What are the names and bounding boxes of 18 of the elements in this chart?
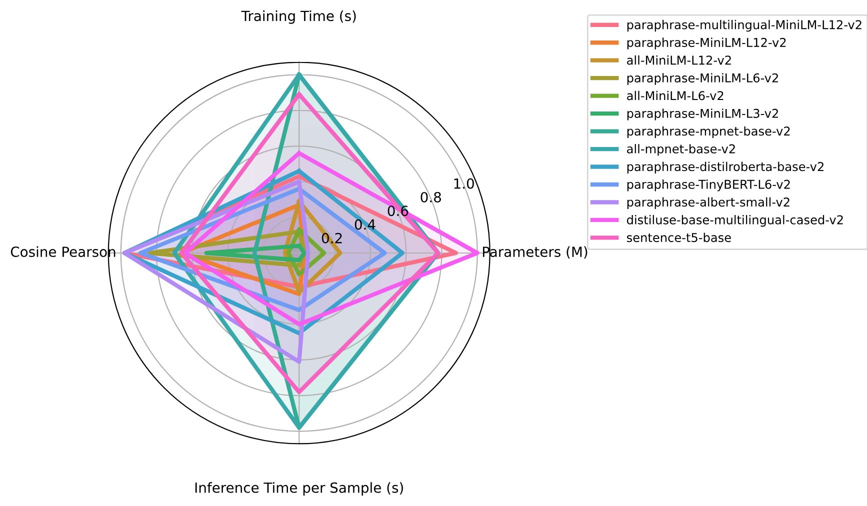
y-tick-label: 0.8 [420,192,441,202]
legend-label: all-MiniLM-L6-v2 [627,90,724,100]
legend-label: all-MiniLM-L12-v2 [627,55,731,65]
legend-label: paraphrase-MiniLM-L3-v2 [627,108,778,120]
legend-label: paraphrase-MiniLM-L12-v2 [627,38,786,50]
legend-label: all-mpnet-base-v2 [627,144,735,156]
legend-label: paraphrase-mpnet-base-v2 [627,126,790,138]
spoke-label: Training Time (s) [241,10,356,24]
spoke-label: Inference Time per Sample (s) [195,482,403,496]
legend-label: paraphrase-MiniLM-L6-v2 [627,73,778,85]
legend-label: paraphrase-distilroberta-base-v2 [627,162,824,174]
legend-label: distiluse-base-multilingual-cased-v2 [626,215,843,227]
legend-label: paraphrase-albert-small-v2 [627,197,790,209]
legend-label: paraphrase-TinyBERT-L6-v2 [627,180,790,192]
legend-label: paraphrase-multilingual-MiniLM-L12-v2 [627,20,862,32]
legend-label: sentence-t5-base [626,232,731,242]
y-tick-label: 1.0 [454,178,474,189]
y-tick-label: 0.6 [388,206,408,216]
